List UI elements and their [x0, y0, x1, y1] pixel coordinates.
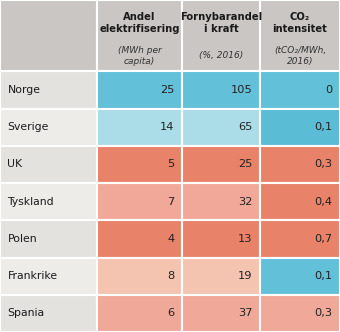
Text: 0,7: 0,7: [314, 234, 333, 244]
FancyBboxPatch shape: [97, 183, 182, 220]
Text: Fornybarandel
i kraft: Fornybarandel i kraft: [180, 12, 262, 34]
Text: 19: 19: [238, 271, 253, 281]
Text: 0,1: 0,1: [314, 122, 333, 132]
FancyBboxPatch shape: [260, 0, 340, 71]
Text: 0,1: 0,1: [314, 271, 333, 281]
FancyBboxPatch shape: [0, 71, 97, 109]
FancyBboxPatch shape: [182, 258, 260, 295]
FancyBboxPatch shape: [182, 220, 260, 258]
Text: 4: 4: [167, 234, 174, 244]
FancyBboxPatch shape: [0, 183, 97, 220]
Text: CO₂
intensitet: CO₂ intensitet: [273, 12, 327, 34]
FancyBboxPatch shape: [182, 295, 260, 332]
Text: 0: 0: [325, 85, 333, 95]
Text: Tyskland: Tyskland: [7, 197, 54, 207]
Text: 105: 105: [231, 85, 253, 95]
FancyBboxPatch shape: [260, 220, 340, 258]
Text: (%, 2016): (%, 2016): [199, 51, 243, 60]
FancyBboxPatch shape: [0, 0, 97, 71]
Text: 14: 14: [160, 122, 174, 132]
FancyBboxPatch shape: [260, 146, 340, 183]
Text: Polen: Polen: [7, 234, 37, 244]
Text: UK: UK: [7, 159, 22, 169]
FancyBboxPatch shape: [182, 71, 260, 109]
Text: 25: 25: [160, 85, 174, 95]
FancyBboxPatch shape: [0, 220, 97, 258]
Text: 8: 8: [167, 271, 174, 281]
FancyBboxPatch shape: [260, 295, 340, 332]
FancyBboxPatch shape: [182, 183, 260, 220]
Text: Sverige: Sverige: [7, 122, 49, 132]
FancyBboxPatch shape: [97, 146, 182, 183]
FancyBboxPatch shape: [260, 71, 340, 109]
Text: Andel
elektrifisering: Andel elektrifisering: [99, 12, 180, 34]
Text: 13: 13: [238, 234, 253, 244]
FancyBboxPatch shape: [0, 295, 97, 332]
FancyBboxPatch shape: [182, 0, 260, 71]
FancyBboxPatch shape: [0, 109, 97, 146]
FancyBboxPatch shape: [97, 295, 182, 332]
Text: 5: 5: [167, 159, 174, 169]
Text: Norge: Norge: [7, 85, 40, 95]
Text: Frankrike: Frankrike: [7, 271, 57, 281]
FancyBboxPatch shape: [260, 258, 340, 295]
Text: 25: 25: [238, 159, 253, 169]
FancyBboxPatch shape: [97, 71, 182, 109]
FancyBboxPatch shape: [182, 109, 260, 146]
Text: 6: 6: [167, 308, 174, 318]
FancyBboxPatch shape: [260, 183, 340, 220]
Text: (MWh per
capita): (MWh per capita): [118, 45, 161, 66]
FancyBboxPatch shape: [97, 109, 182, 146]
FancyBboxPatch shape: [97, 0, 182, 71]
FancyBboxPatch shape: [182, 146, 260, 183]
Text: 0,3: 0,3: [314, 159, 333, 169]
Text: 32: 32: [238, 197, 253, 207]
Text: 7: 7: [167, 197, 174, 207]
Text: 0,4: 0,4: [314, 197, 333, 207]
FancyBboxPatch shape: [0, 146, 97, 183]
FancyBboxPatch shape: [0, 258, 97, 295]
FancyBboxPatch shape: [97, 220, 182, 258]
Text: 65: 65: [238, 122, 253, 132]
FancyBboxPatch shape: [97, 258, 182, 295]
Text: 37: 37: [238, 308, 253, 318]
Text: Spania: Spania: [7, 308, 45, 318]
Text: 0,3: 0,3: [314, 308, 333, 318]
FancyBboxPatch shape: [260, 109, 340, 146]
Text: (tCO₂/MWh,
2016): (tCO₂/MWh, 2016): [274, 45, 326, 66]
